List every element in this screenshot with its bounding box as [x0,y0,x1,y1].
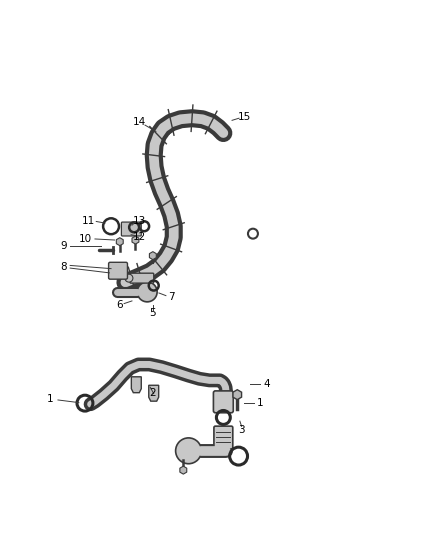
FancyBboxPatch shape [214,426,233,449]
Text: 12: 12 [133,232,146,243]
Text: 2: 2 [149,387,156,398]
Text: 14: 14 [133,117,146,127]
FancyBboxPatch shape [121,222,141,236]
FancyBboxPatch shape [213,391,233,413]
Text: 15: 15 [238,112,251,122]
Polygon shape [131,377,141,393]
Text: 6: 6 [117,300,123,310]
Text: 13: 13 [133,216,146,227]
Text: 7: 7 [168,292,174,302]
Text: 4: 4 [264,379,270,389]
Text: 8: 8 [60,262,67,271]
Polygon shape [132,236,139,244]
Text: 1: 1 [257,398,264,408]
Text: 10: 10 [79,234,92,244]
Text: 5: 5 [149,308,156,318]
Circle shape [137,282,157,302]
Polygon shape [180,466,187,474]
FancyBboxPatch shape [109,262,127,279]
Text: 3: 3 [238,425,245,434]
Polygon shape [149,385,159,401]
Text: 9: 9 [60,241,67,252]
Polygon shape [149,252,156,260]
Text: 11: 11 [82,216,95,227]
Circle shape [176,438,201,464]
FancyBboxPatch shape [130,273,154,283]
Polygon shape [117,238,123,246]
Circle shape [125,274,133,282]
Polygon shape [233,390,242,400]
Text: 1: 1 [47,394,53,404]
